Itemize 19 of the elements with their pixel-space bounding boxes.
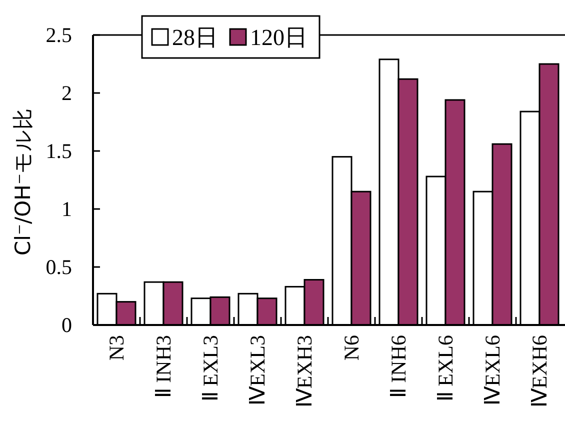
x-tick-label: Ⅱ INH6 <box>386 335 410 398</box>
x-tick-label: Ⅱ EXL6 <box>434 335 458 402</box>
x-tick-label: Ⅱ EXL3 <box>198 335 222 402</box>
x-tick-label: ⅣEXL6 <box>480 335 504 406</box>
y-tick-label: 1 <box>62 197 72 221</box>
y-tick-label: 0.5 <box>46 255 72 279</box>
x-tick-label: ⅣEXH6 <box>528 335 552 408</box>
x-tick-label: N6 <box>340 335 364 361</box>
x-tick-label: ⅣEXL3 <box>246 335 270 406</box>
y-tick-label: 2.5 <box>46 23 72 47</box>
y-axis-title: Cl⁻/OH⁻モル比 <box>11 108 35 256</box>
legend-label: 120日 <box>250 25 308 50</box>
x-tick-label: Ⅱ INH3 <box>152 335 176 398</box>
y-tick-label: 1.5 <box>46 139 72 163</box>
legend-label: 28日 <box>172 25 218 50</box>
x-tick-label: ⅣEXH3 <box>292 335 316 408</box>
y-tick-label: 0 <box>62 313 72 337</box>
y-tick-label: 2 <box>62 81 72 105</box>
x-tick-label: N3 <box>104 335 128 361</box>
